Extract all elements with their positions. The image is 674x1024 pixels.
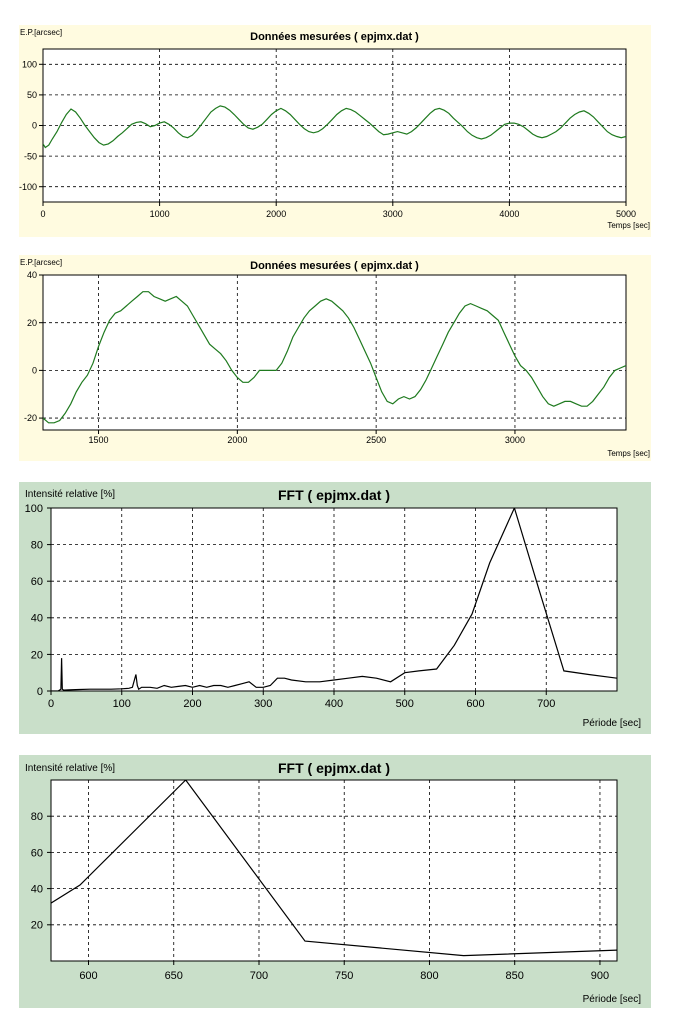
y-axis-label: E.P.[arcsec] [20,28,62,37]
y-tick-label: 0 [37,686,43,698]
x-tick-label: 900 [591,970,609,982]
x-tick-label: 700 [250,970,268,982]
y-tick-label: 40 [31,613,43,625]
chart-2-svg: 1500 2000 2500 3000 40 20 0 -20 Données mesurées… [20,258,650,458]
x-tick-label: 750 [335,970,353,982]
chart-1-svg: 0 1000 2000 3000 4000 5000 100 50 0 -50 -100 Donnée… [19,28,650,230]
y-tick-label: 80 [31,811,43,823]
x-axis-label: Temps [sec] [607,221,650,230]
y-tick-label: 60 [31,576,43,588]
x-tick-label: 3000 [383,209,403,219]
y-tick-label: 20 [27,318,37,328]
y-tick-label: 20 [31,649,43,661]
chart-title: Données mesurées ( epjmx.dat ) [250,31,419,43]
y-tick-label: 40 [31,883,43,895]
y-tick-label: 40 [27,270,37,280]
x-axis-label: Temps [sec] [607,449,650,458]
y-tick-label: 60 [31,847,43,859]
plot-area [42,274,627,431]
x-tick-label: 4000 [499,209,519,219]
chart-panel-3: 0 100 200 300 400 500 600 700 100 80 60 40 20 0 FFT ( … [19,482,651,734]
plot-area [50,779,618,962]
series-line [51,780,617,957]
chart-title: FFT ( epjmx.dat ) [278,487,390,503]
series-line [51,508,617,691]
x-axis-label: Période [sec] [583,718,642,729]
y-tick-label: 100 [25,503,43,515]
chart-panel-1: 0 1000 2000 3000 4000 5000 100 50 0 -50 -100 Donnée… [19,25,651,237]
x-tick-label: 0 [40,209,45,219]
x-tick-label: 600 [466,698,484,710]
y-axis-label: Intensité relative [%] [25,489,115,500]
x-tick-label: 2000 [266,209,286,219]
y-tick-label: 0 [32,121,37,131]
x-tick-label: 700 [537,698,555,710]
chart-4-svg: 600 650 700 750 800 850 900 80 60 40 20 FFT ( epjmx… [25,760,642,1005]
x-tick-label: 1000 [150,209,170,219]
y-tick-label: 80 [31,539,43,551]
y-tick-label: 50 [27,90,37,100]
series-line [43,105,626,149]
x-tick-label: 800 [420,970,438,982]
x-tick-label: 400 [325,698,343,710]
y-tick-label: -50 [24,151,37,161]
x-tick-label: 2000 [227,435,247,445]
chart-panel-2: 1500 2000 2500 3000 40 20 0 -20 Données mesurées… [19,255,651,461]
x-axis-label: Période [sec] [583,994,642,1005]
x-tick-label: 500 [396,698,414,710]
x-tick-label: 2500 [366,435,386,445]
x-tick-label: 650 [165,970,183,982]
x-tick-label: 100 [113,698,131,710]
y-tick-label: -20 [24,413,37,423]
x-tick-label: 0 [48,698,54,710]
chart-panel-4: 600 650 700 750 800 850 900 80 60 40 20 FFT ( epjmx… [19,755,651,1008]
x-tick-label: 600 [79,970,97,982]
y-tick-label: 20 [31,920,43,932]
y-axis-label: E.P.[arcsec] [20,258,62,267]
x-tick-label: 5000 [616,209,636,219]
x-tick-label: 3000 [505,435,525,445]
y-tick-label: 0 [32,366,37,376]
x-tick-label: 850 [506,970,524,982]
x-tick-label: 200 [183,698,201,710]
chart-title: FFT ( epjmx.dat ) [278,760,390,776]
chart-title: Données mesurées ( epjmx.dat ) [250,260,419,272]
x-tick-label: 300 [254,698,272,710]
x-tick-label: 1500 [89,435,109,445]
y-tick-label: 100 [22,59,37,69]
series-line [43,291,626,424]
y-axis-label: Intensité relative [%] [25,763,115,774]
y-tick-label: -100 [19,182,37,192]
